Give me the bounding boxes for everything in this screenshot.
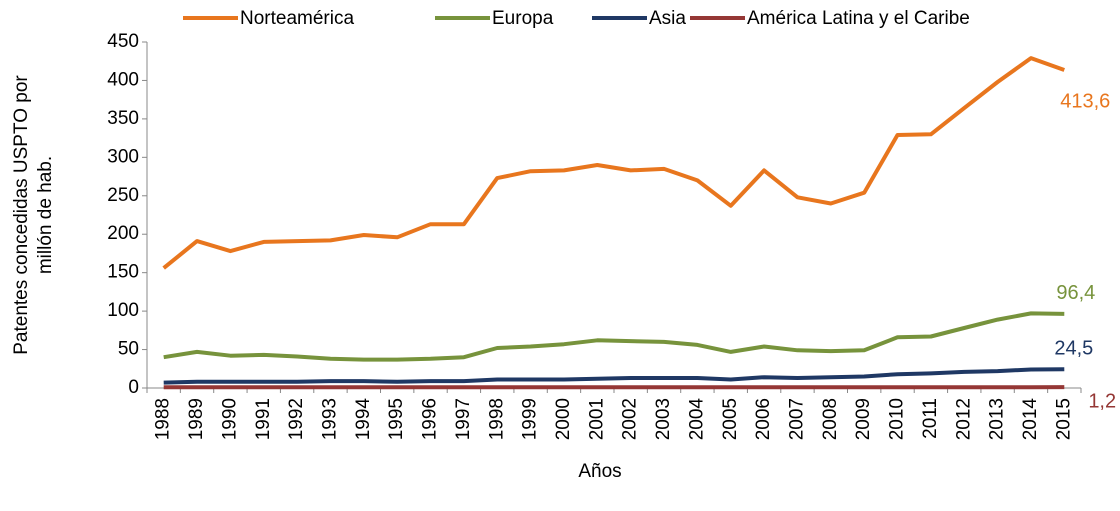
data-label: 96,4 [1056, 282, 1095, 304]
data-label: 413,6 [1060, 90, 1110, 112]
series-line [162, 56, 1065, 270]
y-tick-label: 0 [128, 377, 139, 398]
x-tick-label: 1991 [253, 398, 274, 440]
legend-label: Europa [492, 8, 554, 29]
y-tick-label: 250 [107, 185, 139, 206]
data-label: 24,5 [1054, 337, 1093, 359]
y-tick-label: 50 [118, 339, 139, 360]
x-tick-label: 2006 [753, 398, 774, 440]
y-tick-label: 150 [107, 262, 139, 283]
x-tick-label: 2007 [786, 398, 807, 440]
x-tick-label: 1995 [386, 398, 407, 440]
legend-label: América Latina y el Caribe [747, 8, 970, 29]
x-tick-label: 2012 [953, 398, 974, 440]
x-tick-label: 2003 [653, 398, 674, 440]
y-tick-label: 400 [107, 69, 139, 90]
x-tick-label: 2014 [1020, 398, 1041, 441]
y-axis-title: Patentes concedidas USPTO por millón de … [11, 75, 56, 355]
x-tick-label: 2009 [853, 398, 874, 440]
y-tick-label: 350 [107, 108, 139, 129]
series-line [163, 311, 1065, 362]
x-tick-label: 1994 [353, 398, 374, 441]
y-axis-title-line: millón de hab. [35, 156, 56, 274]
y-tick-label: 200 [107, 223, 139, 244]
legend-label: Asia [649, 8, 686, 29]
y-tick-label: 100 [107, 300, 139, 321]
legend-label: Norteamérica [240, 8, 354, 29]
x-tick-label: 1988 [153, 398, 174, 440]
x-tick-label: 2008 [820, 398, 841, 440]
x-tick-label: 1998 [486, 398, 507, 440]
x-tick-label: 2000 [553, 398, 574, 440]
x-tick-label: 1990 [219, 398, 240, 440]
x-tick-label: 2005 [720, 398, 741, 440]
x-tick-label: 1992 [286, 398, 307, 440]
x-tick-label: 1993 [319, 398, 340, 440]
x-tick-label: 2010 [887, 398, 908, 440]
x-tick-label: 2013 [987, 398, 1008, 440]
x-tick-label: 2011 [920, 398, 941, 439]
y-tick-label: 300 [107, 146, 139, 167]
x-tick-label: 2001 [586, 398, 607, 440]
series-line [163, 367, 1065, 385]
x-axis-title: Años [578, 461, 621, 482]
x-tick-label: 2002 [620, 398, 641, 440]
data-label: 1,2 [1088, 390, 1116, 412]
x-tick-label: 1997 [453, 398, 474, 440]
y-tick-label: 450 [107, 31, 139, 52]
x-tick-label: 1999 [520, 398, 541, 440]
x-tick-label: 2015 [1053, 398, 1074, 440]
x-tick-label: 2004 [686, 398, 707, 441]
x-tick-label: 1989 [186, 398, 207, 440]
x-tick-label: 1996 [420, 398, 441, 440]
y-axis-title-line: Patentes concedidas USPTO por [11, 75, 32, 355]
